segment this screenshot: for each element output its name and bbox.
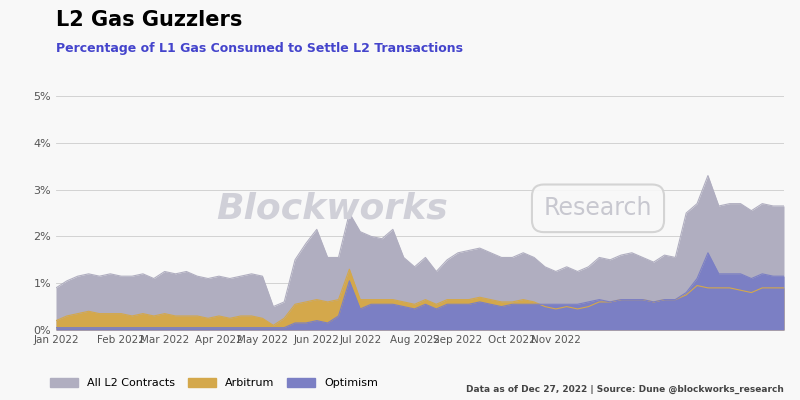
Text: Data as of Dec 27, 2022 | Source: Dune @blockworks_research: Data as of Dec 27, 2022 | Source: Dune @… xyxy=(466,385,784,394)
Text: L2 Gas Guzzlers: L2 Gas Guzzlers xyxy=(56,10,242,30)
Text: Research: Research xyxy=(544,196,652,220)
Text: Percentage of L1 Gas Consumed to Settle L2 Transactions: Percentage of L1 Gas Consumed to Settle … xyxy=(56,42,463,55)
Legend: All L2 Contracts, Arbitrum, Optimism: All L2 Contracts, Arbitrum, Optimism xyxy=(46,373,382,392)
Text: Blockworks: Blockworks xyxy=(216,191,448,225)
